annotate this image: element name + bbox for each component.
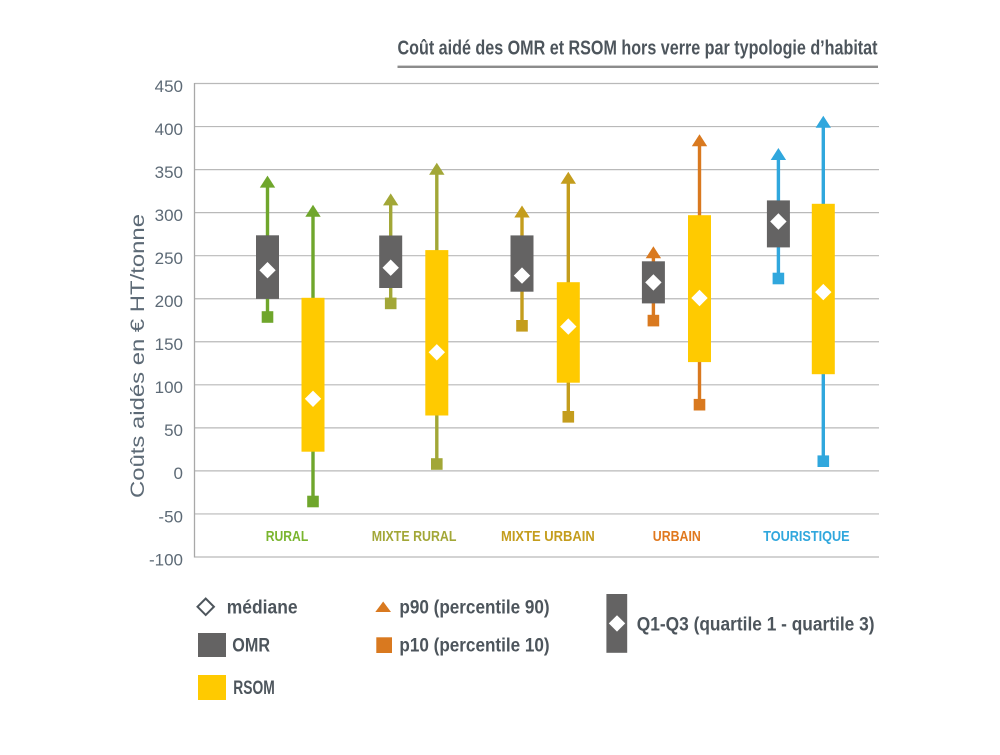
svg-text:Q1-Q3 (quartile 1 - quartile 3: Q1-Q3 (quartile 1 - quartile 3) xyxy=(637,615,875,636)
svg-text:médiane: médiane xyxy=(227,597,298,618)
svg-text:Coûts aidés en € HT/tonne: Coûts aidés en € HT/tonne xyxy=(128,214,149,498)
svg-text:50: 50 xyxy=(164,421,183,440)
svg-text:450: 450 xyxy=(155,77,183,96)
svg-text:250: 250 xyxy=(155,249,183,268)
svg-text:URBAIN: URBAIN xyxy=(653,528,701,545)
svg-text:TOURISTIQUE: TOURISTIQUE xyxy=(763,528,849,545)
svg-text:350: 350 xyxy=(155,163,183,182)
svg-text:100: 100 xyxy=(155,378,183,397)
svg-text:400: 400 xyxy=(155,120,183,139)
svg-text:-50: -50 xyxy=(158,507,183,526)
svg-text:MIXTE RURAL: MIXTE RURAL xyxy=(372,528,457,545)
svg-text:OMR: OMR xyxy=(232,636,270,657)
svg-text:p10 (percentile 10): p10 (percentile 10) xyxy=(399,635,549,656)
svg-text:RSOM: RSOM xyxy=(233,678,274,699)
svg-text:200: 200 xyxy=(155,292,183,311)
svg-text:150: 150 xyxy=(155,335,183,354)
svg-text:RURAL: RURAL xyxy=(266,528,309,545)
svg-text:-100: -100 xyxy=(149,550,183,569)
svg-text:p90 (percentile 90): p90 (percentile 90) xyxy=(399,597,549,618)
svg-text:Coût aidé des OMR et RSOM hors: Coût aidé des OMR et RSOM hors verre par… xyxy=(398,38,878,60)
svg-text:MIXTE URBAIN: MIXTE URBAIN xyxy=(501,528,595,545)
svg-text:0: 0 xyxy=(174,464,183,483)
svg-text:300: 300 xyxy=(155,206,183,225)
